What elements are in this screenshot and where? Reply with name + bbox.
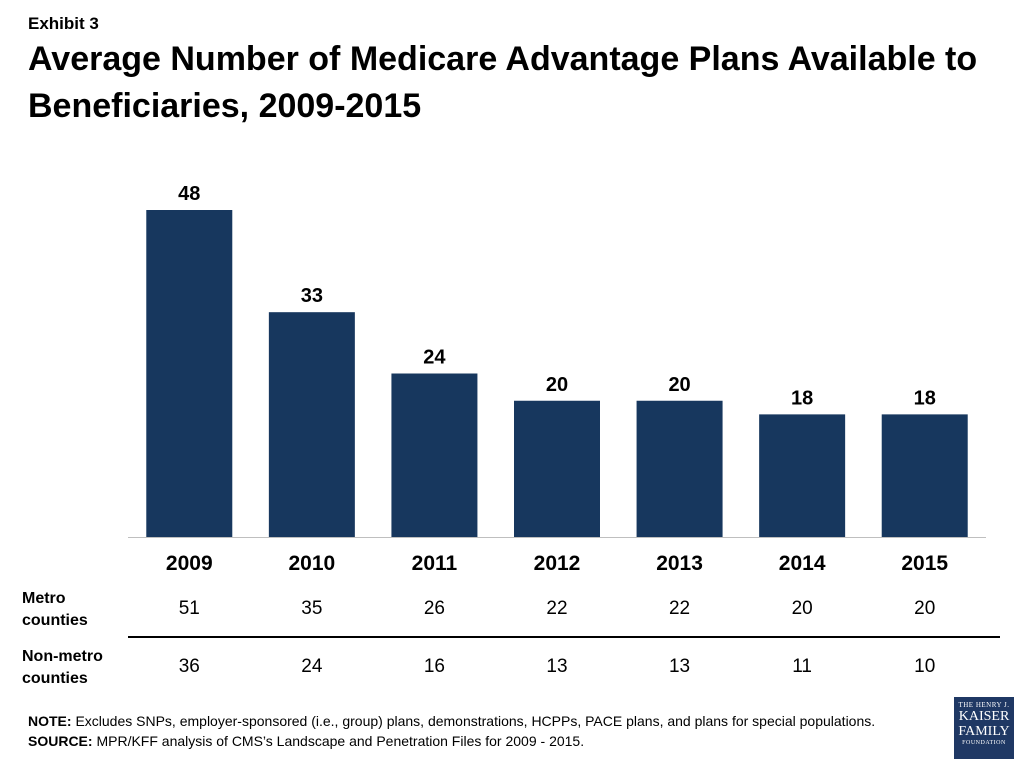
data-label-2014: 18 bbox=[791, 387, 813, 409]
table-cell: 22 bbox=[668, 598, 691, 619]
chart-title: Average Number of Medicare Advantage Pla… bbox=[28, 40, 978, 125]
bar-2015 bbox=[881, 414, 968, 537]
x-tick-label-2010: 2010 bbox=[288, 552, 335, 575]
data-label-2012: 20 bbox=[546, 374, 568, 396]
x-tick-label-2012: 2012 bbox=[534, 552, 581, 575]
row-label-nonmetro-line1: Non-metro bbox=[22, 648, 103, 665]
table-cell: 13 bbox=[668, 656, 691, 677]
bar-2010 bbox=[268, 312, 355, 537]
table-cell: 20 bbox=[914, 598, 936, 619]
table-cell: 24 bbox=[301, 656, 323, 677]
row-label-nonmetro-line2: counties bbox=[22, 670, 88, 687]
data-label-2015: 18 bbox=[914, 387, 936, 409]
logo-line1: THE HENRY J. bbox=[958, 701, 1010, 709]
row-label-metro: Metro counties bbox=[22, 588, 88, 632]
bar-2011 bbox=[391, 373, 478, 537]
row-label-metro-line1: Metro bbox=[22, 590, 66, 607]
bar-2009 bbox=[146, 210, 233, 537]
data-label-2009: 48 bbox=[178, 183, 200, 205]
kff-logo: THE HENRY J. KAISER FAMILY FOUNDATION bbox=[954, 697, 1014, 759]
table-cell: 10 bbox=[914, 656, 936, 677]
data-label-2010: 33 bbox=[301, 285, 323, 307]
exhibit-label: Exhibit 3 bbox=[28, 14, 99, 33]
logo-line4: FOUNDATION bbox=[962, 740, 1006, 746]
x-tick-label-2015: 2015 bbox=[901, 552, 948, 575]
table-cell: 36 bbox=[178, 656, 200, 677]
table-cell: 16 bbox=[423, 656, 445, 677]
note-text: Excludes SNPs, employer-sponsored (i.e.,… bbox=[71, 713, 876, 729]
logo-line3: FAMILY bbox=[958, 724, 1010, 739]
nonmetro-values-row: 36 24 16 13 13 11 10 bbox=[0, 656, 1024, 680]
data-label-2013: 20 bbox=[668, 374, 690, 396]
x-tick-label-2014: 2014 bbox=[779, 552, 826, 575]
x-tick-label-2009: 2009 bbox=[166, 552, 213, 575]
metro-values-row: 51 35 26 22 22 20 20 bbox=[0, 598, 1024, 622]
bar-2014 bbox=[759, 414, 846, 537]
logo-line2: KAISER bbox=[958, 709, 1010, 724]
note-label: NOTE: bbox=[28, 713, 72, 729]
table-cell: 22 bbox=[546, 598, 568, 619]
table-cell: 51 bbox=[178, 598, 200, 619]
bar-2013 bbox=[636, 400, 723, 537]
source-label: SOURCE: bbox=[28, 733, 93, 749]
data-label-2011: 24 bbox=[423, 347, 446, 369]
row-label-nonmetro: Non-metro counties bbox=[22, 646, 103, 690]
table-cell: 20 bbox=[791, 598, 813, 619]
table-cell: 13 bbox=[546, 656, 568, 677]
bar-chart: 48 2009 33 2010 24 2011 20 2012 20 2013 18 2014 18 20… bbox=[128, 183, 986, 575]
source-text: MPR/KFF analysis of CMS’s Landscape and … bbox=[92, 733, 585, 749]
x-tick-label-2011: 2011 bbox=[412, 552, 458, 575]
footnote: NOTE: Excludes SNPs, employer-sponsored … bbox=[28, 711, 958, 751]
table-cell: 35 bbox=[301, 598, 323, 619]
x-tick-label-2013: 2013 bbox=[656, 552, 703, 575]
table-cell: 26 bbox=[423, 598, 445, 619]
table-divider bbox=[128, 636, 1000, 638]
table-cell: 11 bbox=[792, 656, 812, 677]
bar-2012 bbox=[514, 400, 600, 537]
row-label-metro-line2: counties bbox=[22, 612, 88, 629]
